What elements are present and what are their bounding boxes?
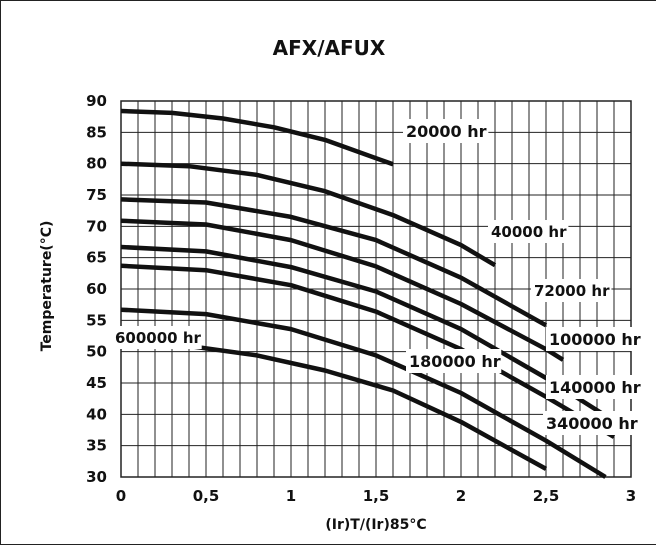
curve-label-bg: [546, 327, 642, 351]
y-tick-label: 65: [86, 249, 107, 267]
curve-label-bg: [531, 279, 612, 302]
x-tick-label: 1: [286, 487, 296, 505]
curve-72000-hr: [120, 197, 548, 328]
y-tick-label: 50: [86, 343, 107, 361]
y-tick-label: 80: [86, 155, 107, 173]
y-tick-label: 30: [86, 468, 107, 486]
chart-title: AFX/AFUX: [273, 36, 386, 60]
y-tick-label: 45: [86, 374, 107, 392]
y-tick-label: 60: [86, 280, 107, 298]
curve-label-bg: [543, 411, 639, 435]
y-tick-label: 85: [86, 123, 107, 141]
y-tick-label: 75: [86, 186, 107, 204]
y-tick-labels: 30 35 40 45 50 55 60 65 70 75 80 85 90: [86, 92, 107, 486]
y-tick-label: 90: [86, 92, 107, 110]
y-tick-label: 35: [86, 437, 107, 455]
curve-label: 100000 hr: [549, 330, 641, 349]
x-tick-label: 3: [626, 487, 636, 505]
y-tick-label: 70: [86, 217, 107, 235]
curve-40000-hr: [120, 161, 497, 268]
x-tick-labels: 0 0,5 1 1,5 2 2,5 3: [116, 487, 636, 505]
curve-labels: 20000 hr 40000 hr 72000 hr 100000 hr 140000 …: [112, 119, 642, 435]
curve-label: 40000 hr: [491, 223, 567, 241]
curve-label-bg: [546, 375, 642, 399]
x-tick-label: 1,5: [363, 487, 390, 505]
curve-label: 340000 hr: [546, 414, 638, 433]
curve-label: 180000 hr: [409, 352, 501, 371]
y-tick-label: 55: [86, 311, 107, 329]
curve-label: 72000 hr: [534, 282, 610, 300]
x-axis-label: (Ir)T/(Ir)85°C: [325, 517, 426, 533]
y-axis-label: Temperature(°C): [39, 221, 55, 352]
curve-label-bg: [112, 326, 202, 349]
curve-label: 600000 hr: [115, 329, 202, 347]
curve-label-bg: [406, 349, 502, 373]
x-tick-label: 2,5: [533, 487, 560, 505]
x-tick-label: 0,5: [193, 487, 220, 505]
x-tick-label: 2: [456, 487, 466, 505]
plot-border: [120, 100, 632, 478]
curve-label: 140000 hr: [549, 378, 641, 397]
curve-340000-hr: [120, 307, 607, 479]
curve-20000-hr: [120, 108, 394, 167]
x-tick-label: 0: [116, 487, 126, 505]
y-tick-label: 40: [86, 405, 107, 423]
curve-label-bg: [488, 220, 569, 243]
curve-label: 20000 hr: [406, 122, 487, 141]
curve-label-bg: [403, 119, 489, 143]
